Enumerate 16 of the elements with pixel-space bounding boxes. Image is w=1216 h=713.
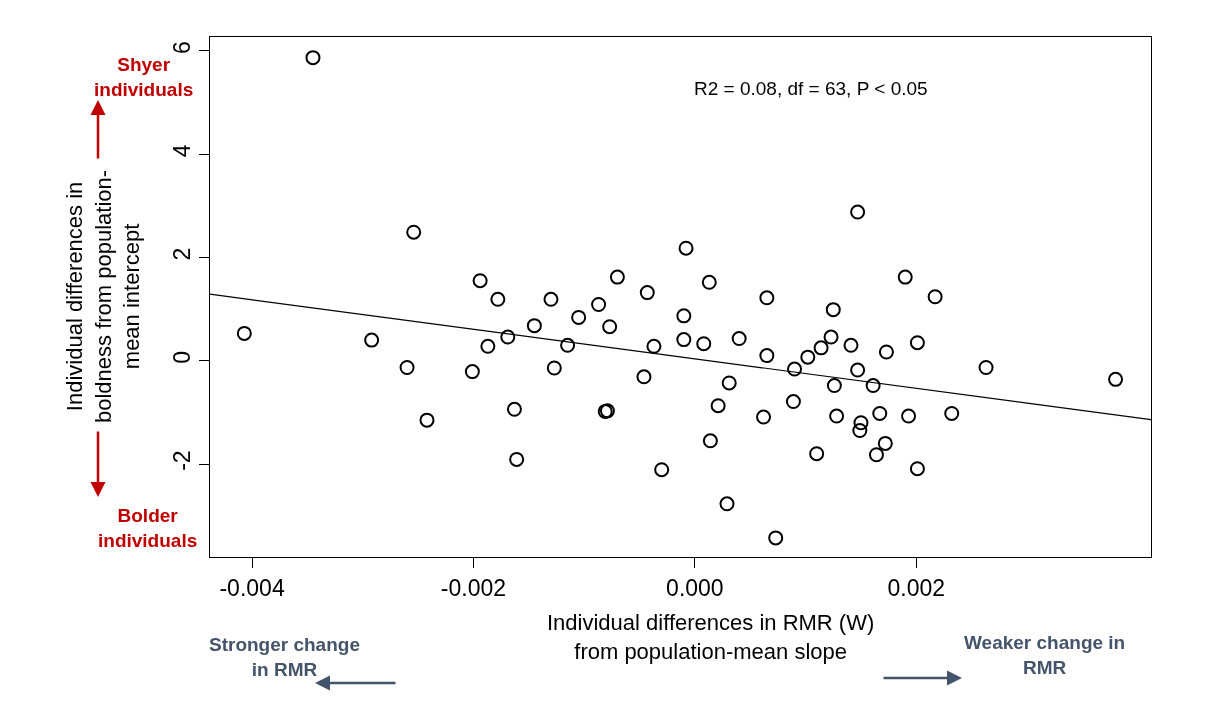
text: Stronger change in RMR: [209, 634, 360, 680]
y-axis-title: Individual differences in boldness from population- mean intercept: [62, 169, 145, 423]
x-tick-label: 0.002: [887, 574, 946, 601]
x-axis-title: Individual differences in RMR (W) from population-mean slope: [547, 610, 875, 664]
y-tick-label: 2: [168, 247, 195, 261]
text: Bolder individuals: [98, 505, 198, 551]
text: Weaker change in RMR: [964, 632, 1126, 678]
y-tick-label: 4: [168, 144, 195, 158]
x-tick-label: -0.002: [440, 574, 507, 601]
y-tick-label: 6: [168, 41, 195, 54]
x-tick-label: 0.000: [666, 574, 724, 601]
text: Shyer individuals: [94, 54, 194, 100]
x-tick-label: -0.004: [219, 574, 285, 601]
annotation: R2 = 0.08, df = 63, P < 0.05: [694, 78, 928, 99]
y-tick-label: 0: [168, 350, 195, 364]
y-tick-label: -2: [168, 450, 195, 471]
